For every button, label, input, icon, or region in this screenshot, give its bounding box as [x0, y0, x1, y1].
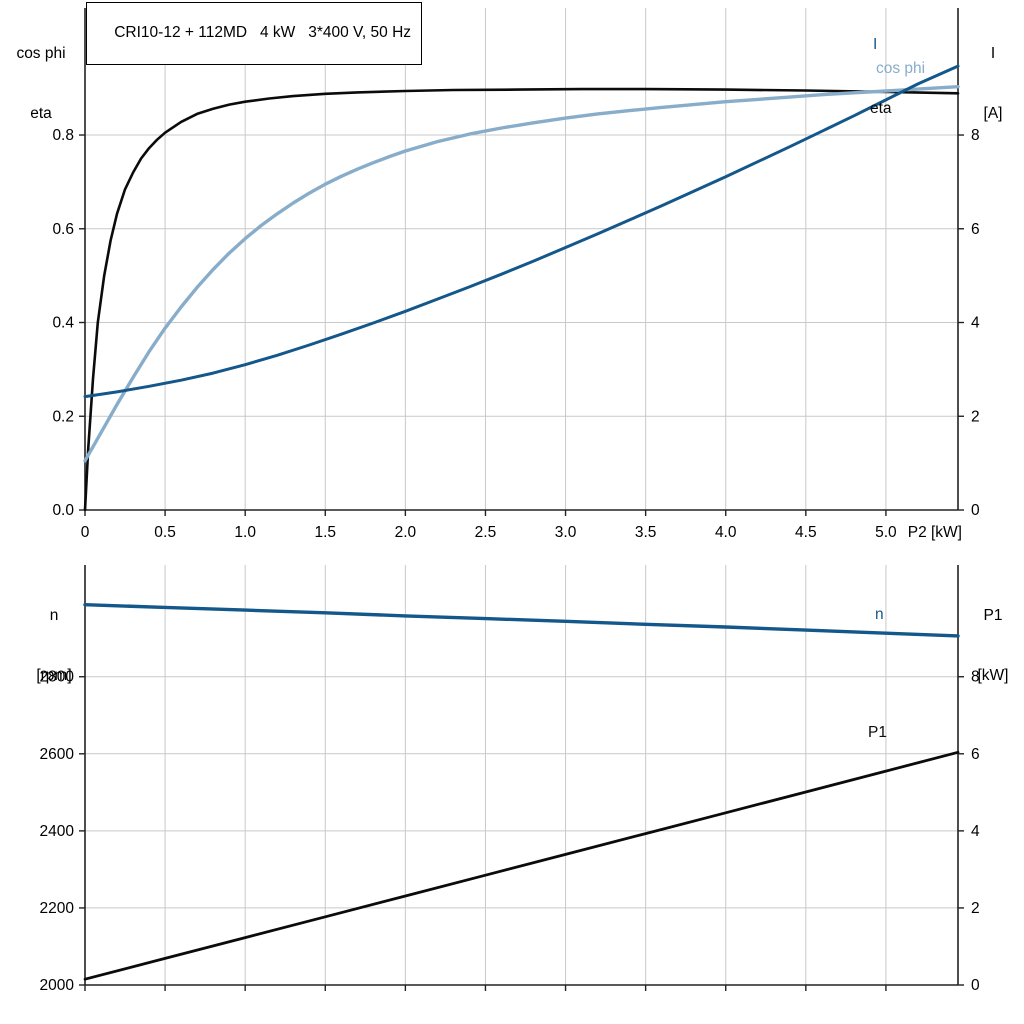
curve-label-current: I	[873, 36, 878, 53]
svg-text:0.6: 0.6	[52, 221, 74, 238]
svg-text:0: 0	[81, 524, 90, 541]
left-axis-unit-eta: eta	[30, 105, 52, 122]
svg-text:4: 4	[971, 315, 980, 332]
chart-title-box: CRI10-12 + 112MD 4 kW 3*400 V, 50 Hz	[86, 2, 423, 65]
top-right-axis-header: I [A]	[966, 4, 1020, 164]
svg-text:2800: 2800	[40, 669, 75, 686]
svg-text:2600: 2600	[40, 746, 75, 763]
svg-text:0.8: 0.8	[52, 127, 74, 144]
bottom-left-axis-header: n [rpm]	[22, 566, 86, 726]
svg-text:0: 0	[971, 502, 980, 519]
svg-text:P2 [kW]: P2 [kW]	[908, 524, 962, 541]
bottom-right-axis-header: P1 [kW]	[964, 566, 1022, 726]
curve-label-cos-phi: cos phi	[876, 60, 926, 77]
svg-text:8: 8	[971, 127, 980, 144]
svg-text:2.5: 2.5	[475, 524, 497, 541]
curve-label-speed: n	[875, 606, 884, 623]
chart-title: CRI10-12 + 112MD 4 kW 3*400 V, 50 Hz	[114, 24, 412, 41]
svg-text:1.0: 1.0	[234, 524, 256, 541]
svg-text:0.2: 0.2	[52, 408, 74, 425]
svg-text:0.4: 0.4	[52, 315, 74, 332]
svg-text:2000: 2000	[40, 977, 75, 994]
right-axis-unit-ampere: [A]	[983, 105, 1003, 122]
svg-text:2: 2	[971, 408, 980, 425]
svg-text:2200: 2200	[40, 900, 75, 917]
left-axis-unit-rpm: [rpm]	[36, 667, 72, 684]
svg-text:3.0: 3.0	[555, 524, 577, 541]
svg-text:8: 8	[971, 669, 980, 686]
svg-text:4.5: 4.5	[795, 524, 817, 541]
svg-text:1.5: 1.5	[314, 524, 336, 541]
svg-text:4.0: 4.0	[715, 524, 737, 541]
curve-label-p1: P1	[868, 724, 887, 741]
svg-text:4: 4	[971, 823, 980, 840]
svg-text:0.0: 0.0	[52, 502, 74, 519]
svg-text:6: 6	[971, 746, 980, 763]
svg-text:2: 2	[971, 900, 980, 917]
curve-label-eta: eta	[870, 100, 892, 117]
svg-text:0.5: 0.5	[154, 524, 176, 541]
top-left-axis-header: cos phi eta	[2, 4, 80, 164]
svg-text:0: 0	[971, 977, 980, 994]
svg-text:2400: 2400	[40, 823, 75, 840]
svg-text:2.0: 2.0	[395, 524, 417, 541]
svg-text:5.0: 5.0	[875, 524, 897, 541]
left-axis-unit-cos-phi: cos phi	[16, 45, 66, 62]
svg-text:3.5: 3.5	[635, 524, 657, 541]
right-axis-unit-current: I	[990, 45, 996, 62]
svg-text:6: 6	[971, 221, 980, 238]
right-axis-unit-p1: P1	[983, 607, 1003, 624]
right-axis-unit-kw: [kW]	[977, 667, 1009, 684]
left-axis-unit-speed: n	[49, 607, 59, 624]
